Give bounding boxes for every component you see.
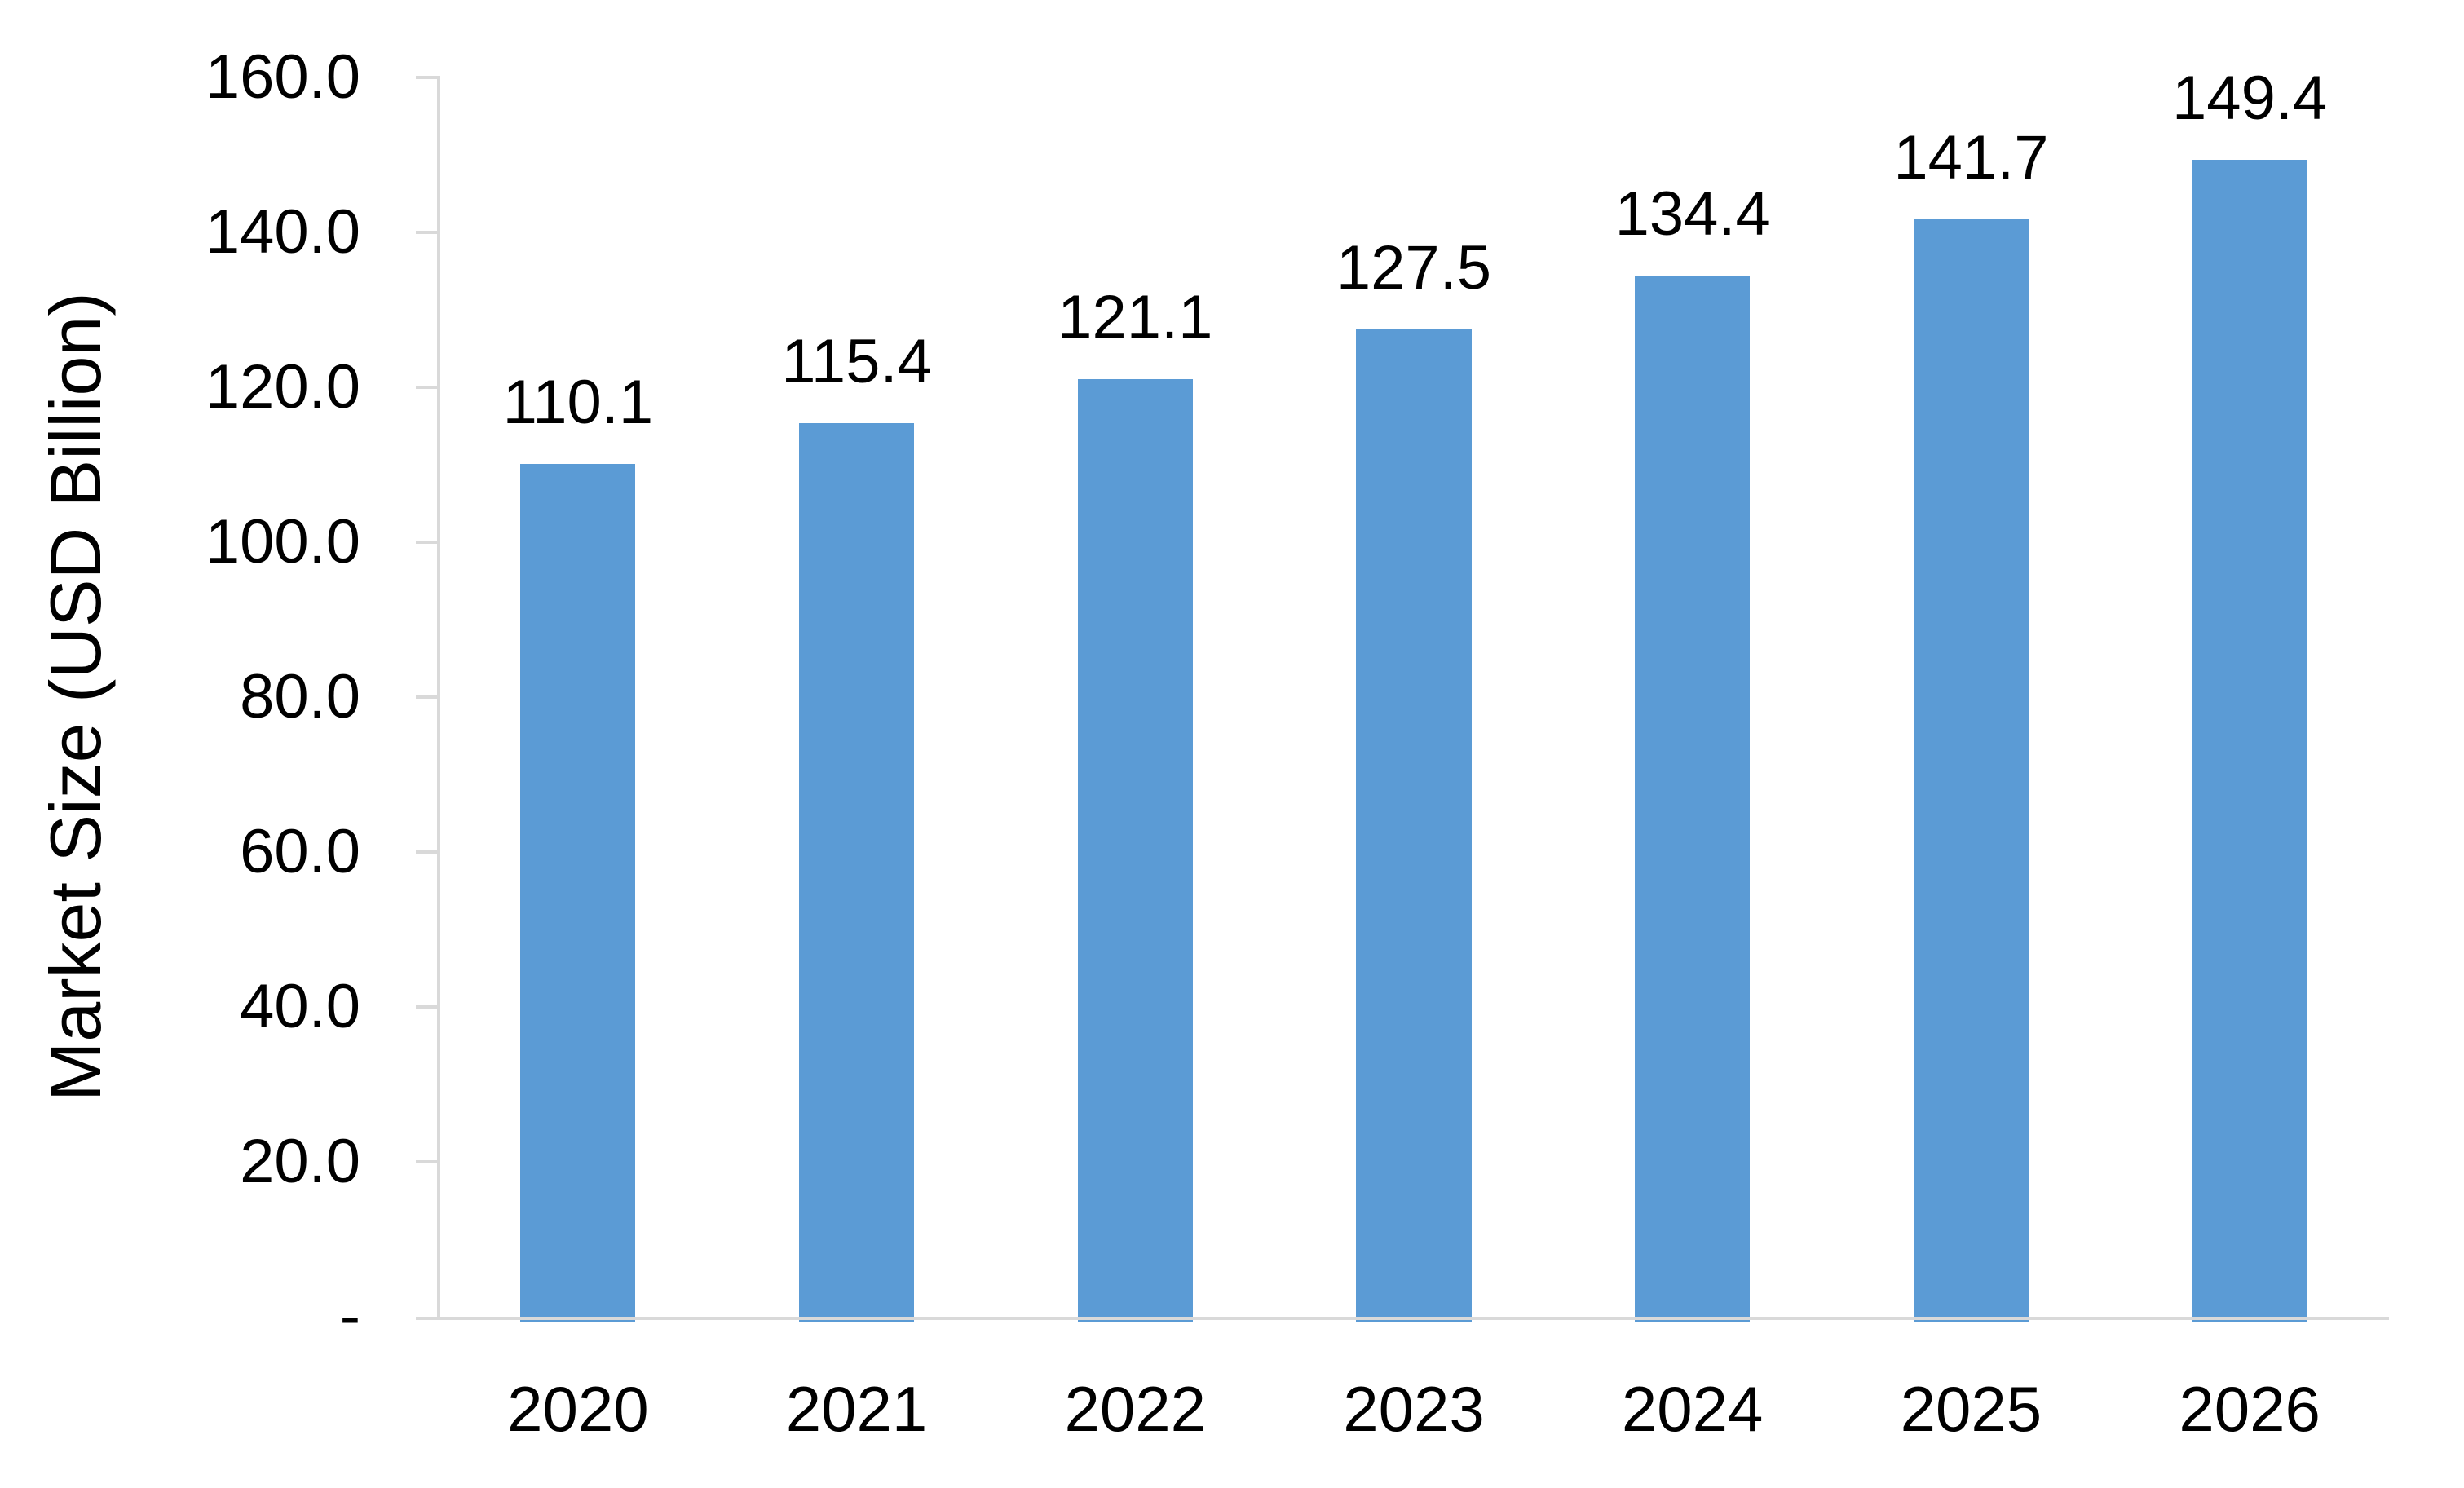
y-tick-mark (416, 850, 439, 854)
y-tick-mark (416, 541, 439, 544)
y-tick-label: 20.0 (240, 1127, 360, 1196)
x-axis-line (416, 1317, 2389, 1320)
bar-value-label: 127.5 (1336, 232, 1492, 302)
y-tick-label: 60.0 (240, 817, 360, 886)
bar-value-label: 121.1 (1058, 282, 1213, 352)
x-tick-label: 2021 (785, 1373, 928, 1445)
bar-2021 (799, 422, 915, 1322)
x-tick-label: 2024 (1621, 1373, 1764, 1445)
bar-value-label: 115.4 (781, 326, 932, 396)
y-tick-mark (416, 1005, 439, 1009)
bar-2022 (1077, 378, 1193, 1322)
x-tick-label: 2026 (2179, 1373, 2320, 1445)
bar-value-label: 134.4 (1614, 179, 1770, 249)
x-tick-label: 2022 (1064, 1373, 1207, 1445)
x-tick-label: 2023 (1343, 1373, 1485, 1445)
y-tick-label: 160.0 (205, 42, 360, 112)
y-tick-label: - (339, 1282, 360, 1351)
y-tick-label: 80.0 (240, 662, 360, 731)
y-tick-label: 40.0 (240, 972, 360, 1041)
x-tick-label: 2025 (1900, 1373, 2042, 1445)
bar-2023 (1356, 329, 1472, 1322)
x-tick-label: 2020 (507, 1373, 649, 1445)
bar-2024 (1635, 276, 1751, 1322)
y-tick-label: 140.0 (205, 197, 360, 267)
bar-2020 (520, 464, 636, 1322)
y-tick-label: 120.0 (205, 352, 360, 422)
bar-2025 (1913, 219, 2029, 1322)
bar-value-label: 141.7 (1893, 122, 2049, 192)
bar-2026 (2192, 159, 2307, 1322)
y-tick-mark (416, 231, 439, 234)
y-tick-mark (416, 695, 439, 699)
y-tick-label: 100.0 (205, 507, 360, 576)
bar-value-label: 110.1 (502, 368, 654, 438)
bar-value-label: 149.4 (2172, 63, 2328, 133)
y-tick-mark (416, 1160, 439, 1163)
y-tick-mark (416, 386, 439, 389)
y-axis-line (437, 76, 440, 1320)
y-tick-mark (416, 76, 439, 79)
